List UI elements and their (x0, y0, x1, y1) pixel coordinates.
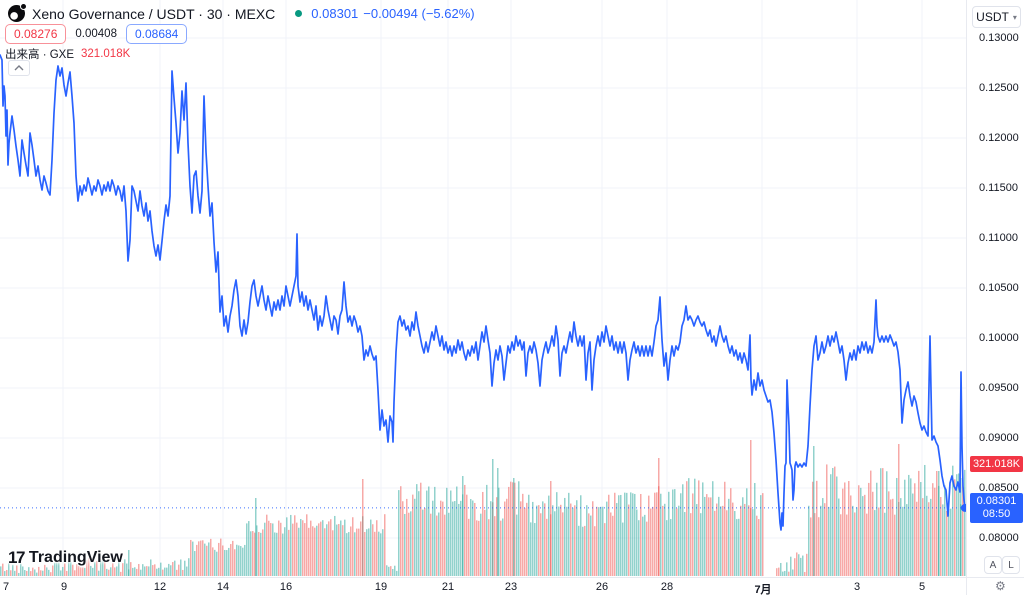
time-tick-label: 23 (504, 581, 518, 593)
symbol-header: Xeno Governance / USDT · 30 · MEXC 0.083… (8, 3, 480, 22)
market-status-dot-icon[interactable] (295, 10, 303, 17)
price-tick-label: 0.08500 (979, 482, 1019, 494)
bid-ask-row: 0.08276 0.00408 0.08684 (5, 24, 188, 44)
last-quote: 0.08301 −0.00494 (−5.62%) (311, 6, 479, 21)
symbol-logo-icon (8, 3, 27, 22)
price-axis[interactable]: USDT ▾ 0.13000 0.12500 0.12000 0.11500 0.110… (966, 0, 1024, 577)
time-tick-label: 12 (153, 581, 167, 593)
last-price-axis-badge: 0.08301 08:50 (970, 492, 1023, 523)
symbol-title[interactable]: Xeno Governance / USDT · 30 · MEXC (32, 5, 276, 22)
tradingview-watermark[interactable]: 17 TradingView (8, 548, 123, 568)
log-scale-button[interactable]: L (1002, 556, 1020, 574)
tradingview-logo-text: TradingView (28, 549, 123, 566)
chevron-down-icon: ▾ (1012, 12, 1017, 22)
collapse-legend-button[interactable] (8, 60, 30, 76)
time-axis[interactable]: 7912141619212326287月357 (0, 577, 990, 595)
price-tick-label: 0.11000 (979, 232, 1018, 244)
price-tick-label: 0.11500 (979, 182, 1018, 194)
price-tick-label: 0.10000 (979, 332, 1019, 344)
axis-corner-cell: ⚙ (966, 577, 1024, 595)
time-tick-label: 9 (60, 581, 68, 593)
price-change: −0.00494 (−5.62%) (363, 6, 475, 21)
time-tick-label: 3 (853, 581, 861, 593)
time-tick-label: 19 (374, 581, 388, 593)
price-tick-label: 0.12000 (979, 132, 1019, 144)
time-tick-label: 5 (918, 581, 926, 593)
last-price: 0.08301 (311, 6, 359, 21)
buy-price-button[interactable]: 0.08684 (125, 24, 188, 44)
volume-row: 出来高 · GXE 321.018K (5, 46, 130, 62)
price-tick-label: 0.08000 (979, 532, 1019, 544)
currency-selector-button[interactable]: USDT ▾ (972, 6, 1021, 28)
last-price-dot (961, 503, 966, 512)
time-tick-label: 7 (2, 581, 10, 593)
gear-icon[interactable]: ⚙ (995, 579, 1006, 593)
time-tick-label: 14 (216, 581, 230, 593)
price-tick-label: 0.10500 (979, 282, 1019, 294)
volume-label[interactable]: 出来高 · GXE (5, 49, 75, 61)
grid-lines (0, 0, 966, 577)
auto-scale-button[interactable]: A (984, 556, 1002, 574)
time-tick-label: 28 (660, 581, 674, 593)
price-tick-label: 0.13000 (979, 32, 1019, 44)
time-tick-label: 21 (441, 581, 455, 593)
volume-axis-badge: 321.018K (970, 456, 1023, 472)
volume-value: 321.018K (81, 48, 131, 60)
currency-label: USDT (976, 10, 1009, 24)
price-tick-label: 0.12500 (979, 82, 1019, 94)
volume-bars (0, 440, 966, 576)
time-tick-label: 16 (279, 581, 293, 593)
price-tick-label: 0.09000 (979, 432, 1019, 444)
chart-plot-area[interactable] (0, 0, 966, 577)
time-tick-label: 7月 (754, 584, 772, 595)
time-tick-label: 26 (595, 581, 609, 593)
chevron-up-icon (14, 65, 24, 71)
tradingview-logo-icon: 17 (8, 548, 25, 567)
spread-value: 0.00408 (75, 28, 117, 40)
sell-price-button[interactable]: 0.08276 (5, 24, 67, 44)
price-tick-label: 0.09500 (979, 382, 1019, 394)
price-line (0, 54, 966, 531)
